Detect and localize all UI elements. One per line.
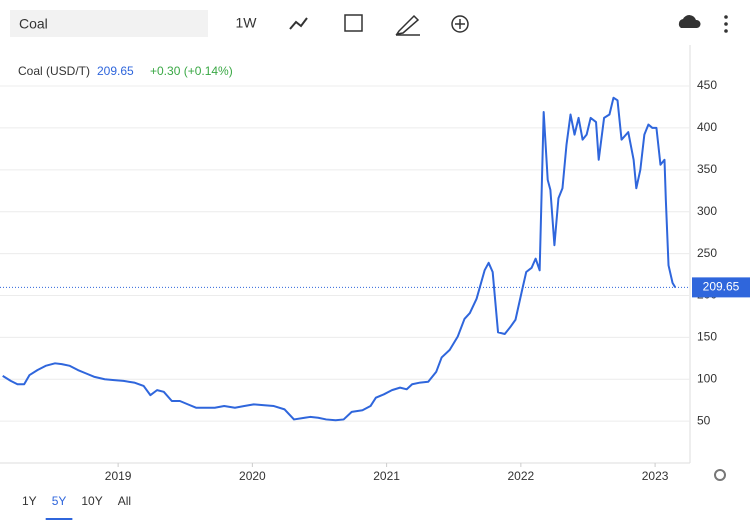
y-tick-label: 100 (697, 371, 717, 385)
legend-value: 209.65 (97, 64, 134, 78)
x-tick-label: 2019 (105, 469, 132, 483)
x-tick-label: 2021 (373, 469, 400, 483)
settings-icon[interactable] (714, 469, 726, 481)
x-tick-label: 2020 (239, 469, 266, 483)
search-box[interactable] (10, 10, 208, 37)
range-button[interactable]: 5Y (52, 494, 67, 508)
y-tick-label: 400 (697, 120, 717, 134)
x-tick-label: 2022 (508, 469, 535, 483)
y-tick-label: 450 (697, 78, 717, 92)
y-tick-label: 300 (697, 204, 717, 218)
legend-change: +0.30 (+0.14%) (150, 64, 233, 78)
y-tick-label: 250 (697, 246, 717, 260)
range-button[interactable]: 10Y (81, 494, 102, 508)
calendar-icon[interactable] (344, 14, 363, 32)
last-value-box (692, 277, 750, 298)
y-tick-label: 350 (697, 162, 717, 176)
x-tick-label: 2023 (642, 469, 669, 483)
add-icon[interactable] (451, 15, 469, 33)
chart-type-icon[interactable] (289, 17, 308, 30)
interval-button[interactable]: 1W (236, 15, 258, 31)
menu-icon[interactable] (724, 15, 728, 33)
last-value-label: 209.65 (703, 280, 740, 294)
search-text: Coal (19, 16, 48, 32)
legend-name: Coal (USD/T) (18, 64, 90, 78)
download-icon[interactable] (678, 15, 701, 28)
range-button[interactable]: 1Y (22, 494, 37, 508)
draw-icon[interactable] (395, 14, 420, 36)
y-tick-label: 50 (697, 413, 711, 427)
range-button[interactable]: All (118, 494, 131, 508)
y-tick-label: 150 (697, 330, 717, 344)
add-icon-plus (455, 19, 465, 29)
price-line (2, 96, 677, 422)
